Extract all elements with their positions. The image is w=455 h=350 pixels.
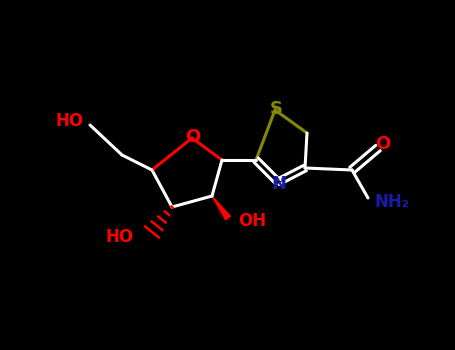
- Text: O: O: [375, 135, 391, 153]
- Text: OH: OH: [238, 212, 266, 230]
- Text: NH₂: NH₂: [374, 193, 409, 211]
- Text: O: O: [185, 128, 201, 146]
- Text: N: N: [272, 175, 287, 193]
- Polygon shape: [212, 196, 230, 220]
- Text: HO: HO: [56, 112, 84, 130]
- Text: S: S: [269, 100, 283, 118]
- Text: HO: HO: [106, 228, 134, 246]
